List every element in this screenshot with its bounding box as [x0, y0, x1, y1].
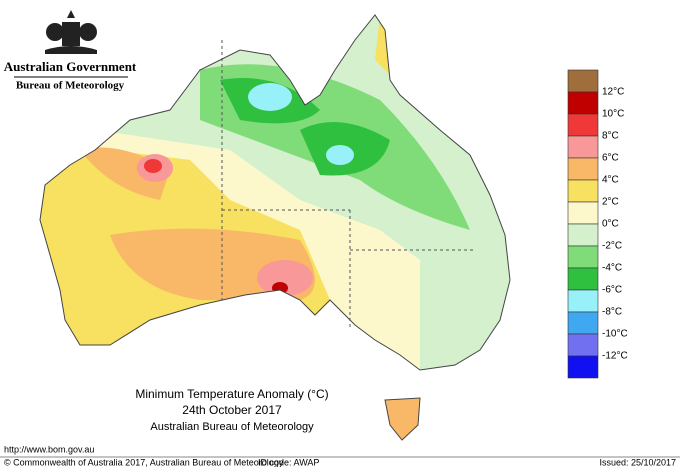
issued: Issued: 25/10/2017 — [599, 457, 676, 467]
legend-label: 10°C — [602, 109, 624, 120]
bureau: Bureau of Meteorology — [16, 80, 125, 92]
legend-label: -6°C — [602, 285, 622, 296]
legend-swatch — [567, 69, 599, 93]
legend-swatch — [567, 245, 599, 269]
legend-swatch — [567, 91, 599, 115]
legend-label: 2°C — [602, 197, 619, 208]
coat-of-arms — [45, 10, 97, 54]
legend-swatch — [567, 333, 599, 357]
legend-swatch — [567, 223, 599, 247]
url[interactable]: http://www.bom.gov.au — [4, 444, 94, 454]
legend-label: 12°C — [602, 87, 624, 98]
legend-swatch — [567, 135, 599, 159]
legend-swatch — [567, 157, 599, 181]
legend-label: -2°C — [602, 241, 622, 252]
legend-label: -10°C — [602, 329, 628, 340]
legend-swatch — [567, 201, 599, 225]
legend-swatch — [567, 113, 599, 137]
copyright: © Commonwealth of Australia 2017, Austra… — [4, 457, 284, 467]
australia-map — [39, 14, 511, 441]
legend-label: 6°C — [602, 153, 619, 164]
legend-label: 0°C — [602, 219, 619, 230]
id-code: ID code: AWAP — [258, 457, 319, 467]
legend-swatch — [567, 267, 599, 291]
map-source: Australian Bureau of Meteorology — [150, 421, 314, 433]
legend-swatch — [567, 355, 599, 379]
map-title: Minimum Temperature Anomaly (°C) — [135, 387, 328, 401]
legend-label: -12°C — [602, 351, 628, 362]
legend-label: 4°C — [602, 175, 619, 186]
legend-label: -8°C — [602, 307, 622, 318]
legend: 12°C 10°C 8°C 6°C 4°C 2°C 0°C -2°C -4°C -6°C -8°C -… — [567, 69, 628, 379]
agency: Australian Government — [4, 59, 137, 74]
map-date: 24th October 2017 — [182, 403, 282, 417]
legend-swatch — [567, 311, 599, 335]
legend-swatch — [567, 179, 599, 203]
legend-label: -4°C — [602, 263, 622, 274]
legend-label: 8°C — [602, 131, 619, 142]
legend-swatch — [567, 289, 599, 313]
